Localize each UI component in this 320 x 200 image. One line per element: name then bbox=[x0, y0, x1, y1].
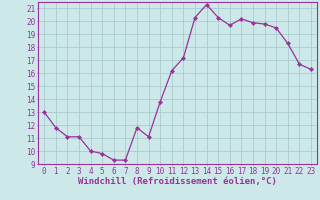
X-axis label: Windchill (Refroidissement éolien,°C): Windchill (Refroidissement éolien,°C) bbox=[78, 177, 277, 186]
